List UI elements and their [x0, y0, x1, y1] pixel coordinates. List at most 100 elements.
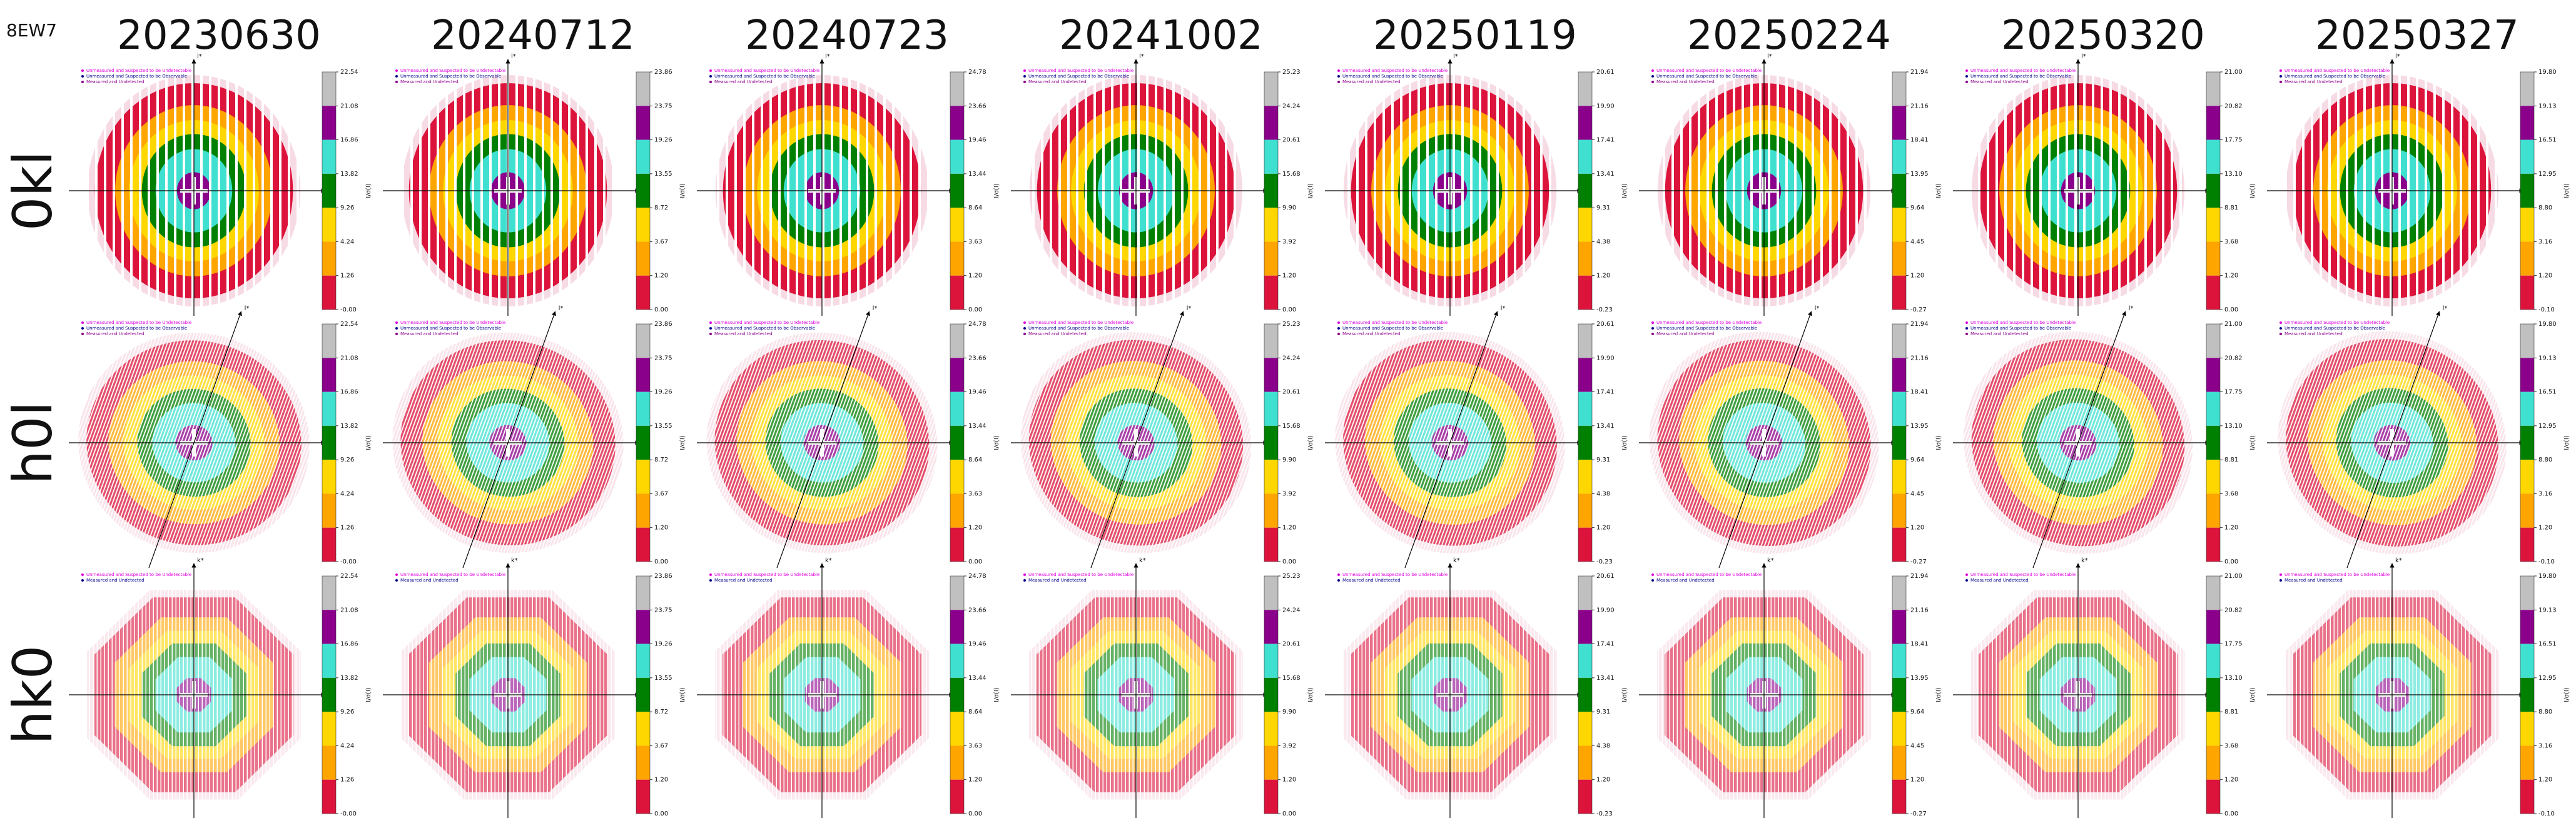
colorbar-tick-label: 3.67 [654, 238, 668, 245]
colorbar-segment [2206, 644, 2220, 678]
colorbar-segment [2520, 460, 2534, 494]
legend-marker [81, 321, 84, 324]
colorbar-label: I/σ(I) [1935, 183, 1942, 198]
colorbar-tick-label: 3.63 [968, 238, 982, 245]
colorbar-segment [636, 677, 650, 712]
colorbar-tick-label: 19.80 [2538, 69, 2557, 76]
legend-entry: Unmeasured and Suspected to be Undetecta… [1028, 572, 1133, 577]
colorbar-segment [636, 576, 650, 610]
colorbar-segment [950, 644, 964, 678]
colorbar-tick-label: 24.78 [968, 573, 986, 580]
colorbar-tick-label: 3.16 [2538, 490, 2552, 497]
colorbar-tick-label: 23.86 [654, 321, 672, 328]
column-date: 20250224 [1687, 13, 1891, 59]
colorbar-segment [2520, 425, 2534, 460]
colorbar-label: I/σ(I) [2563, 687, 2570, 702]
colorbar-segment [1578, 460, 1592, 494]
legend-marker [1337, 327, 1340, 330]
legend-entry: Unmeasured and Suspected to be Undetecta… [1970, 572, 2076, 577]
legend-entry: Unmeasured and Suspected to be Undetecta… [714, 68, 819, 73]
colorbar-tick-label: 18.41 [1910, 641, 1929, 648]
colorbar-segment [636, 391, 650, 426]
colorbar-segment [2206, 712, 2220, 746]
colorbar-tick-label: 21.16 [1910, 607, 1929, 614]
colorbar-frame [322, 71, 337, 310]
colorbar-tick-label: 17.75 [2224, 137, 2243, 144]
colorbar-segment [1264, 208, 1278, 242]
colorbar-tick-label: 24.78 [968, 69, 986, 76]
legend-marker [709, 579, 712, 582]
colorbar-tick-label: 1.20 [1910, 525, 1924, 532]
legend-marker [1651, 327, 1654, 330]
colorbar-segment [1892, 324, 1906, 358]
colorbar-tick-label: -0.23 [1596, 306, 1613, 313]
colorbar-tick-label: 0.00 [2224, 558, 2238, 565]
colorbar-tick-label: 22.54 [340, 69, 358, 76]
axis-label: k* [1139, 557, 1146, 564]
colorbar-segment [950, 610, 964, 644]
colorbar-tick-label: 21.16 [1910, 355, 1929, 361]
colorbar-segment [322, 241, 336, 276]
legend-entry: Unmeasured and Suspected to be Undetecta… [2284, 572, 2390, 577]
colorbar-segment [2206, 677, 2220, 712]
legend-entry: Unmeasured and Suspected to be Undetecta… [714, 320, 819, 325]
colorbar-tick-label: 23.66 [968, 607, 986, 614]
colorbar-segment [1578, 139, 1592, 174]
colorbar-tick-label: 13.82 [340, 675, 358, 682]
legend-marker [709, 573, 712, 576]
colorbar-segment [1892, 677, 1906, 712]
colorbar-segment [950, 677, 964, 712]
column-date: 20240723 [745, 13, 949, 59]
colorbar-tick-label: 8.64 [968, 709, 982, 715]
colorbar-tick-label: 16.51 [2538, 137, 2557, 144]
colorbar-segment [322, 391, 336, 426]
colorbar-label: I/σ(I) [1621, 183, 1628, 198]
colorbar-frame [2520, 71, 2535, 310]
column-date: 20230630 [117, 13, 321, 59]
colorbar-tick-label: 1.20 [1282, 777, 1296, 784]
legend-marker [2279, 81, 2282, 83]
colorbar-tick-label: 8.81 [2224, 457, 2238, 463]
colorbar-segment [1578, 391, 1592, 426]
legend-entry: Unmeasured and Suspected to be Undetecta… [1656, 572, 1762, 577]
colorbar-tick-label: 3.16 [2538, 742, 2552, 749]
colorbar-tick-label: 20.61 [1596, 69, 1615, 76]
colorbar-tick-label: 8.80 [2538, 709, 2552, 715]
legend-marker [1965, 81, 1968, 83]
colorbar-tick-label: 20.82 [2224, 103, 2243, 109]
colorbar-tick-label: 22.54 [340, 321, 358, 328]
colorbar-tick-label: 17.75 [2224, 389, 2243, 396]
legend-marker [709, 81, 712, 83]
colorbar-segment [1892, 779, 1906, 814]
colorbar-segment [322, 275, 336, 310]
colorbar-frame [1264, 323, 1279, 562]
colorbar-tick-label: 9.90 [1282, 204, 1296, 211]
legend-marker [1023, 321, 1026, 324]
colorbar-tick-label: 1.20 [968, 273, 982, 280]
colorbar-segment [950, 425, 964, 460]
colorbar-segment [636, 173, 650, 208]
colorbar-tick-label: 16.86 [340, 137, 358, 144]
colorbar-tick-label: 8.72 [654, 204, 668, 211]
colorbar-segment [2520, 275, 2534, 310]
colorbar-tick-label: 3.16 [2538, 238, 2552, 245]
colorbar-tick-label: 4.24 [340, 742, 354, 749]
colorbar-tick-label: 13.95 [1910, 423, 1929, 430]
legend-entry: Unmeasured and Suspected to be Undetecta… [1028, 320, 1133, 325]
colorbar-segment [950, 139, 964, 174]
colorbar-segment [636, 358, 650, 392]
legend-entry: Measured and Undetected [400, 79, 459, 84]
colorbar-segment [1578, 173, 1592, 208]
colorbar-tick-label: 19.26 [654, 389, 672, 396]
legend-entry: Measured and Undetected [86, 578, 145, 583]
colorbar-tick-label: 0.00 [968, 558, 982, 565]
legend-marker [1337, 333, 1340, 335]
colorbar-tick-label: 13.82 [340, 171, 358, 178]
colorbar-tick-label: 1.20 [2538, 273, 2552, 280]
colorbar-tick-label: 16.51 [2538, 389, 2557, 396]
colorbar-tick-label: 15.68 [1282, 171, 1301, 178]
legend-entry: Measured and Undetected [2284, 578, 2343, 583]
colorbar-frame [950, 71, 965, 310]
legend-entry: Unmeasured and Suspected to be Undetecta… [714, 572, 819, 577]
